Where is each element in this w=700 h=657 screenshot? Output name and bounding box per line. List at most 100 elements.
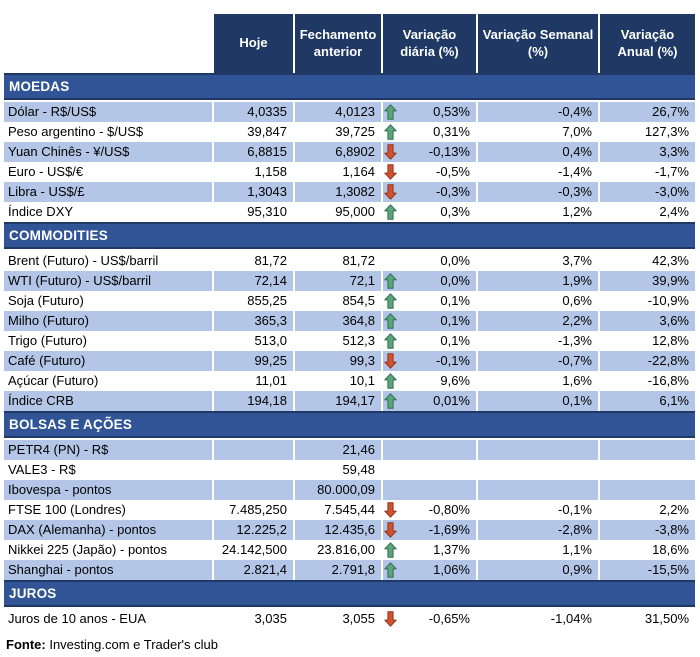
trend-up-icon bbox=[384, 273, 397, 289]
hoje-value: 194,18 bbox=[214, 391, 295, 411]
hoje-value: 11,01 bbox=[214, 371, 295, 391]
row-label: Milho (Futuro) bbox=[4, 311, 214, 331]
fechamento-value-text: 99,3 bbox=[349, 353, 375, 368]
variacao-anual-value bbox=[600, 440, 695, 460]
hoje-value: 72,14 bbox=[214, 271, 295, 291]
variacao-anual-value: 2,4% bbox=[600, 202, 695, 222]
hoje-value-text: 7.485,250 bbox=[229, 502, 287, 517]
variacao-diaria-value-text: 1,06% bbox=[433, 562, 470, 577]
variacao-diaria-value-text: 0,0% bbox=[440, 253, 470, 268]
table-body: MOEDAS Dólar - R$/US$ 4,0335 4,0123 0,53% -0,… bbox=[4, 73, 700, 629]
row-label-text: VALE3 - R$ bbox=[8, 462, 76, 477]
trend-up-icon bbox=[384, 104, 397, 120]
variacao-diaria-value: -0,1% bbox=[383, 351, 478, 371]
trend-down-icon bbox=[384, 144, 397, 160]
fechamento-value: 59,48 bbox=[295, 460, 383, 480]
table-row-commodities: Índice CRB 194,18 194,17 0,01% 0,1% 6,1% bbox=[4, 391, 695, 411]
variacao-semanal-value: -0,1% bbox=[478, 500, 600, 520]
variacao-semanal-value-text: 0,1% bbox=[562, 393, 592, 408]
table-row-juros: Juros de 10 anos - EUA 3,035 3,055 -0,65% -1… bbox=[4, 609, 695, 629]
hoje-value: 81,72 bbox=[214, 251, 295, 271]
variacao-diaria-value-text: 9,6% bbox=[440, 373, 470, 388]
fechamento-value: 194,17 bbox=[295, 391, 383, 411]
hoje-value: 95,310 bbox=[214, 202, 295, 222]
variacao-semanal-value-text: 1,1% bbox=[562, 542, 592, 557]
row-label-text: Libra - US$/£ bbox=[8, 184, 85, 199]
column-header-variacao-diaria: Variação diária (%) bbox=[383, 14, 478, 73]
variacao-diaria-value-text: 0,0% bbox=[440, 273, 470, 288]
fechamento-value: 4,0123 bbox=[295, 102, 383, 122]
row-label: Shanghai - pontos bbox=[4, 560, 214, 580]
fechamento-value: 7.545,44 bbox=[295, 500, 383, 520]
variacao-semanal-value: 0,9% bbox=[478, 560, 600, 580]
variacao-semanal-value-text: -1,3% bbox=[558, 333, 592, 348]
row-label-text: FTSE 100 (Londres) bbox=[8, 502, 126, 517]
variacao-semanal-value-text: 0,6% bbox=[562, 293, 592, 308]
variacao-anual-value-text: 39,9% bbox=[652, 273, 689, 288]
row-label-text: Índice DXY bbox=[8, 204, 74, 219]
table-row-bolsas-e-acoes: Nikkei 225 (Japão) - pontos 24.142,500 23.… bbox=[4, 540, 695, 560]
section-header-moedas: MOEDAS bbox=[4, 73, 695, 100]
table-row-commodities: Brent (Futuro) - US$/barril 81,72 81,72 0,0… bbox=[4, 251, 695, 271]
variacao-diaria-value: 0,01% bbox=[383, 391, 478, 411]
variacao-anual-value-text: 3,6% bbox=[659, 313, 689, 328]
row-label-text: Yuan Chinês - ¥/US$ bbox=[8, 144, 130, 159]
variacao-semanal-value: -1,4% bbox=[478, 162, 600, 182]
hoje-value-text: 513,0 bbox=[254, 333, 287, 348]
trend-up-icon bbox=[384, 313, 397, 329]
hoje-value bbox=[214, 440, 295, 460]
row-label-text: Café (Futuro) bbox=[8, 353, 86, 368]
hoje-value-text: 12.225,2 bbox=[236, 522, 287, 537]
table-row-moedas: Euro - US$/€ 1,158 1,164 -0,5% -1,4% -1,7% bbox=[4, 162, 695, 182]
table-row-commodities: Milho (Futuro) 365,3 364,8 0,1% 2,2% 3,6% bbox=[4, 311, 695, 331]
variacao-diaria-value: 0,1% bbox=[383, 291, 478, 311]
hoje-value-text: 194,18 bbox=[247, 393, 287, 408]
variacao-anual-value: -3,0% bbox=[600, 182, 695, 202]
fechamento-value-text: 6,8902 bbox=[335, 144, 375, 159]
hoje-value-text: 2.821,4 bbox=[243, 562, 287, 577]
source-note: Fonte: Investing.com e Trader's club bbox=[4, 637, 700, 652]
variacao-semanal-value-text: 0,9% bbox=[562, 562, 592, 577]
variacao-semanal-value-text: -1,04% bbox=[550, 611, 592, 626]
fechamento-value: 72,1 bbox=[295, 271, 383, 291]
row-label-text: Índice CRB bbox=[8, 393, 74, 408]
variacao-semanal-value-text: -0,7% bbox=[558, 353, 592, 368]
variacao-diaria-value-text: 0,1% bbox=[440, 333, 470, 348]
variacao-semanal-value-text: 3,7% bbox=[562, 253, 592, 268]
fechamento-value: 2.791,8 bbox=[295, 560, 383, 580]
variacao-anual-value: 6,1% bbox=[600, 391, 695, 411]
variacao-diaria-value-text: 0,1% bbox=[440, 313, 470, 328]
hoje-value: 4,0335 bbox=[214, 102, 295, 122]
hoje-value-text: 11,01 bbox=[255, 373, 287, 388]
fechamento-value: 1,164 bbox=[295, 162, 383, 182]
row-label-text: Juros de 10 anos - EUA bbox=[8, 611, 147, 626]
row-label: Nikkei 225 (Japão) - pontos bbox=[4, 540, 214, 560]
column-header-variacao-anual: Variação Anual (%) bbox=[600, 14, 695, 73]
variacao-anual-value: -10,9% bbox=[600, 291, 695, 311]
variacao-anual-value-text: -3,0% bbox=[655, 184, 689, 199]
variacao-anual-value: 3,3% bbox=[600, 142, 695, 162]
variacao-semanal-value-text: -2,8% bbox=[558, 522, 592, 537]
hoje-value-text: 39,847 bbox=[247, 124, 287, 139]
fechamento-value-text: 72,1 bbox=[349, 273, 375, 288]
hoje-value: 513,0 bbox=[214, 331, 295, 351]
fechamento-value: 6,8902 bbox=[295, 142, 383, 162]
variacao-anual-value: 26,7% bbox=[600, 102, 695, 122]
fechamento-value-text: 512,3 bbox=[342, 333, 375, 348]
variacao-anual-value: -16,8% bbox=[600, 371, 695, 391]
variacao-diaria-value-text: -0,1% bbox=[436, 353, 470, 368]
fechamento-value: 99,3 bbox=[295, 351, 383, 371]
variacao-anual-value: 3,6% bbox=[600, 311, 695, 331]
fechamento-value-text: 80.000,09 bbox=[317, 482, 375, 497]
row-label: Trigo (Futuro) bbox=[4, 331, 214, 351]
table-row-moedas: Yuan Chinês - ¥/US$ 6,8815 6,8902 -0,13% 0,4… bbox=[4, 142, 695, 162]
variacao-diaria-value: 0,31% bbox=[383, 122, 478, 142]
variacao-diaria-value-text: -0,80% bbox=[428, 502, 470, 517]
row-label-text: Brent (Futuro) - US$/barril bbox=[8, 253, 159, 268]
fechamento-value: 95,000 bbox=[295, 202, 383, 222]
row-label: Açúcar (Futuro) bbox=[4, 371, 214, 391]
row-label: FTSE 100 (Londres) bbox=[4, 500, 214, 520]
variacao-diaria-value bbox=[383, 460, 478, 480]
fechamento-value-text: 3,055 bbox=[342, 611, 375, 626]
fechamento-value: 23.816,00 bbox=[295, 540, 383, 560]
